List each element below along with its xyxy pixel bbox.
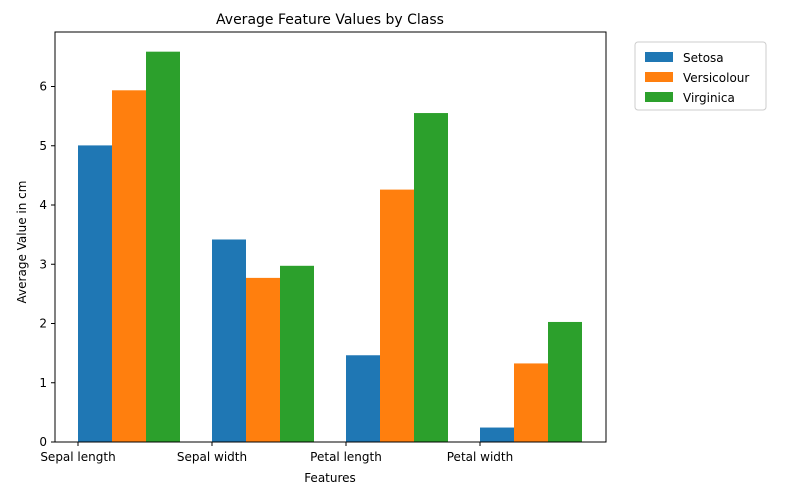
bar-setosa-2 (346, 355, 380, 442)
bar-setosa-1 (212, 239, 246, 442)
x-tick-label: Petal length (310, 450, 382, 464)
bar-setosa-0 (78, 145, 112, 442)
bar-versicolour-3 (514, 363, 548, 442)
y-tick-label: 4 (39, 198, 47, 212)
legend-label-versicolour: Versicolour (683, 71, 749, 85)
axes-layer: 0 1 2 3 4 5 6 Sepal length Sepal width Petal leng… (39, 31, 607, 464)
x-tick-label: Sepal length (40, 450, 115, 464)
bar-virginica-0 (146, 51, 180, 442)
legend-swatch-setosa (645, 52, 673, 62)
plot-frame (54, 31, 607, 443)
legend-swatch-versicolour (645, 72, 673, 82)
bars-layer (78, 51, 582, 443)
bar-virginica-1 (280, 265, 314, 442)
bar-virginica-3 (548, 321, 582, 442)
y-tick-label: 1 (39, 376, 47, 390)
y-tick-label: 5 (39, 139, 47, 153)
x-axis-title: Features (304, 471, 356, 485)
legend-label-setosa: Setosa (683, 51, 724, 65)
bar-versicolour-0 (112, 90, 146, 443)
bar-setosa-3 (480, 427, 514, 442)
chart-title: Average Feature Values by Class (216, 12, 444, 28)
legend-label-virginica: Virginica (683, 91, 735, 105)
bar-versicolour-1 (246, 277, 280, 442)
y-tick-label: 6 (39, 80, 47, 94)
y-tick-label: 2 (39, 317, 47, 331)
y-tick-label: 0 (39, 435, 47, 449)
y-axis-title: Average Value in cm (15, 181, 29, 304)
y-tick-label: 3 (39, 257, 47, 271)
bar-virginica-2 (414, 113, 448, 442)
legend-swatch-virginica (645, 92, 673, 102)
x-tick-label: Petal width (447, 450, 513, 464)
bar-versicolour-2 (380, 189, 414, 442)
x-tick-label: Sepal width (177, 450, 247, 464)
legend: Setosa Versicolour Virginica (634, 41, 767, 111)
